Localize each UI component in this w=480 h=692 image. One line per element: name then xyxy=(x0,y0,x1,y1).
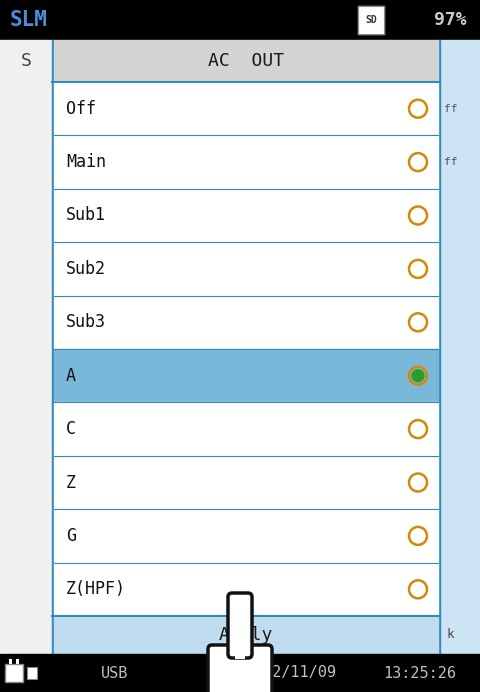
Bar xyxy=(54,82,438,136)
Bar xyxy=(54,456,438,509)
Text: Z(HPF): Z(HPF) xyxy=(66,581,126,599)
Circle shape xyxy=(409,260,427,278)
Text: 22/11/09: 22/11/09 xyxy=(264,666,336,680)
Bar xyxy=(54,616,438,654)
Text: C: C xyxy=(66,420,76,438)
Text: G: G xyxy=(66,527,76,545)
Circle shape xyxy=(409,420,427,438)
Circle shape xyxy=(409,206,427,224)
Text: USB: USB xyxy=(101,666,129,680)
Bar xyxy=(52,40,54,654)
Text: Off: Off xyxy=(66,100,96,118)
Text: ff: ff xyxy=(444,104,457,113)
Circle shape xyxy=(409,581,427,599)
Bar xyxy=(235,647,245,659)
Bar xyxy=(54,295,438,349)
Bar xyxy=(54,349,438,403)
Bar xyxy=(27,667,37,679)
Bar xyxy=(16,659,19,664)
Text: Apply: Apply xyxy=(219,626,273,644)
Circle shape xyxy=(412,370,424,382)
Text: Z: Z xyxy=(66,473,76,491)
Circle shape xyxy=(409,153,427,171)
Circle shape xyxy=(409,313,427,331)
Bar xyxy=(9,659,12,664)
FancyBboxPatch shape xyxy=(228,593,252,658)
Text: Sub2: Sub2 xyxy=(66,260,106,278)
Text: Main: Main xyxy=(66,153,106,171)
Bar xyxy=(54,563,438,616)
Text: 13:25:26: 13:25:26 xyxy=(384,666,456,680)
Text: k: k xyxy=(446,628,454,641)
Bar xyxy=(0,0,480,40)
Text: SLM: SLM xyxy=(10,10,48,30)
Bar xyxy=(358,6,384,34)
Circle shape xyxy=(409,367,427,385)
Bar xyxy=(54,40,438,82)
Circle shape xyxy=(409,473,427,491)
Bar xyxy=(358,6,384,34)
Bar xyxy=(0,654,480,692)
Circle shape xyxy=(409,100,427,118)
Text: AC  OUT: AC OUT xyxy=(208,52,284,70)
Text: S: S xyxy=(21,52,31,70)
Text: ff: ff xyxy=(444,157,457,167)
FancyBboxPatch shape xyxy=(208,645,272,692)
Text: SD: SD xyxy=(365,15,377,25)
Circle shape xyxy=(409,527,427,545)
Bar xyxy=(5,664,23,682)
Bar xyxy=(54,136,438,189)
Bar xyxy=(54,242,438,295)
Bar xyxy=(438,40,440,654)
Bar xyxy=(54,189,438,242)
Text: Sub3: Sub3 xyxy=(66,313,106,331)
Text: A: A xyxy=(66,367,76,385)
Text: 97%: 97% xyxy=(434,11,466,29)
Bar xyxy=(54,403,438,456)
Bar xyxy=(54,509,438,563)
Bar xyxy=(0,40,52,654)
Bar xyxy=(440,40,480,654)
Text: Sub1: Sub1 xyxy=(66,206,106,224)
